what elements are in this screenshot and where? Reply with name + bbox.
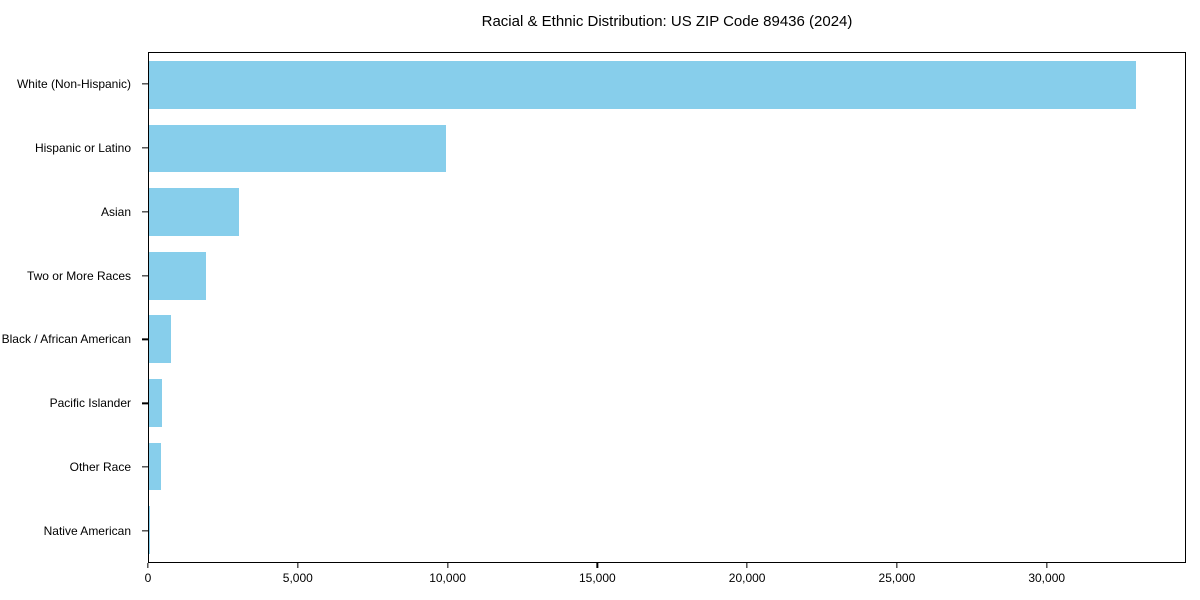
y-tick-mark [142,147,148,149]
y-axis-label: Black / African American [1,332,131,347]
y-tick-mark [142,211,148,213]
x-tick-mark [446,563,449,568]
y-tick-mark [142,83,148,85]
bars-layer [149,53,1185,562]
bar [149,188,239,236]
x-tick-label: 25,000 [878,571,916,585]
chart-title: Racial & Ethnic Distribution: US ZIP Cod… [481,13,853,30]
x-tick-label: 10,000 [429,571,466,585]
x-tick-label: 5,000 [282,571,313,585]
bar [149,506,151,555]
y-axis-label: Asian [100,204,131,219]
bar-row [149,180,1185,244]
y-axis-labels: White (Non-Hispanic) Hispanic or Latino As… [0,52,148,563]
x-tick-label: 30,000 [1028,571,1066,585]
y-axis-label: Hispanic or Latino [34,140,131,155]
bar [149,124,447,173]
bar-row [149,308,1185,372]
bar [149,442,161,491]
bar-row [149,244,1185,308]
x-axis: 0 5,000 10,000 15,000 20,000 25,000 30,000 [144,563,1186,593]
bar [149,379,162,427]
y-tick-mark [142,466,148,468]
x-tick-mark [147,563,149,568]
y-axis-label: Native American [43,524,131,539]
bar-row [149,435,1185,499]
x-tick-mark [746,563,748,568]
y-axis-label: White (Non-Hispanic) [16,76,131,91]
bar-row [149,53,1185,117]
x-tick-mark [1046,563,1048,568]
y-tick-mark [142,402,148,404]
bar [149,315,172,364]
x-tick-label: 20,000 [728,571,766,585]
y-tick-mark [142,338,148,341]
x-tick-label: 15,000 [578,571,616,585]
bar-row [149,117,1185,181]
y-axis-label: Other Race [69,460,131,475]
y-axis-label: Two or More Races [26,268,131,283]
plot-area [148,52,1186,563]
x-tick-label: 0 [144,571,152,585]
x-tick-mark [297,563,299,568]
bar [149,60,1136,109]
bar-row [149,371,1185,435]
y-tick-mark [142,530,148,532]
bar-row [149,498,1185,562]
x-tick-mark [596,563,598,568]
bar [149,251,206,300]
y-axis-label: Pacific Islander [49,396,131,411]
y-tick-mark [142,274,148,277]
x-tick-mark [896,563,898,568]
